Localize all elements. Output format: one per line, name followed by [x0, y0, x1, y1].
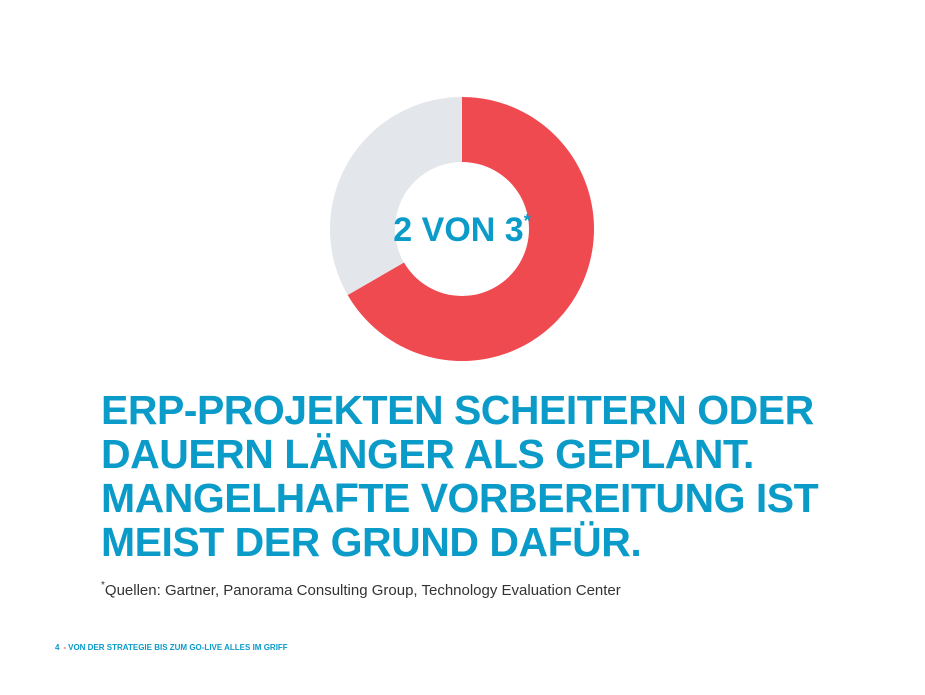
headline-line-3: MANGELHAFTE VORBEREITUNG IST: [101, 475, 819, 521]
headline: ERP-PROJEKTEN SCHEITERN ODER DAUERN LÄNG…: [101, 387, 819, 565]
footer-title: VON DER STRATEGIE BIS ZUM GO-LIVE ALLES …: [68, 643, 288, 652]
donut-center-value: 2 VON 3: [393, 211, 523, 249]
donut-chart: 2 VON 3*: [330, 97, 594, 361]
headline-line-1: ERP-PROJEKTEN SCHEITERN ODER: [101, 387, 814, 433]
source-text: Quellen: Gartner, Panorama Consulting Gr…: [104, 582, 621, 599]
donut-slice-2: [330, 97, 462, 295]
donut-slice-1: [347, 97, 594, 361]
donut-center-marker: *: [524, 211, 531, 231]
page-number: 4: [55, 643, 60, 652]
page-footer: 4- VON DER STRATEGIE BIS ZUM GO-LIVE ALLE…: [55, 643, 288, 652]
source-note: *Quellen: Gartner, Panorama Consulting G…: [101, 580, 621, 599]
donut-center-label: 2 VON 3*: [393, 211, 530, 249]
headline-line-4: MEIST DER GRUND DAFÜR.: [101, 519, 642, 565]
footer-separator: -: [63, 643, 67, 652]
headline-line-2: DAUERN LÄNGER ALS GEPLANT.: [101, 431, 754, 477]
source-marker: *: [101, 580, 105, 591]
